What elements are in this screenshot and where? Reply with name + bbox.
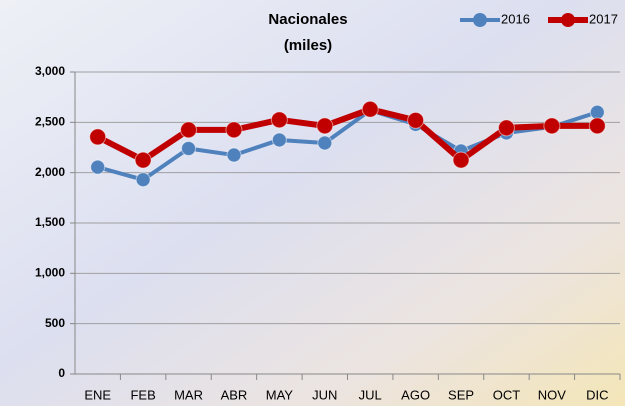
data-point	[271, 112, 287, 128]
data-point	[408, 112, 424, 128]
data-point	[590, 105, 604, 119]
legend-label: 2016	[501, 11, 530, 26]
data-point	[181, 122, 197, 138]
data-point	[90, 129, 106, 145]
x-tick-label: DIC	[586, 387, 608, 402]
legend-marker	[561, 13, 575, 27]
data-point	[272, 133, 286, 147]
data-point	[227, 148, 241, 162]
data-point	[136, 173, 150, 187]
y-tick-label: 2,000	[35, 165, 65, 179]
x-tick-label: SEP	[448, 387, 474, 402]
x-tick-label: FEB	[130, 387, 155, 402]
legend-label: 2017	[589, 11, 618, 26]
data-point	[362, 101, 378, 117]
x-tick-label: MAY	[266, 387, 294, 402]
y-tick-label: 2,500	[35, 115, 65, 129]
data-point	[135, 152, 151, 168]
data-point	[453, 152, 469, 168]
x-tick-label: MAR	[174, 387, 203, 402]
y-tick-label: 1,500	[35, 215, 65, 229]
page: {"chart_data": {"type": "line", "title":…	[0, 0, 625, 406]
data-point	[226, 122, 242, 138]
chart-title: Nacionales	[268, 11, 347, 28]
data-point	[498, 120, 514, 136]
x-tick-label: ABR	[221, 387, 248, 402]
x-tick-label: AGO	[401, 387, 430, 402]
chart: Nacionales (miles) 0 500 1,000 1,500 2,000 2,…	[0, 0, 625, 406]
y-tick-label: 1,000	[35, 266, 65, 280]
legend-marker	[473, 13, 487, 27]
y-tick-label: 3,000	[35, 64, 65, 78]
data-point	[589, 118, 605, 134]
x-tick-label: NOV	[538, 387, 567, 402]
data-point	[91, 160, 105, 174]
x-tick-label: JUL	[359, 387, 382, 402]
data-point	[318, 136, 332, 150]
y-tick-label: 0	[58, 366, 65, 380]
data-point	[182, 142, 196, 156]
chart-subtitle: (miles)	[284, 37, 332, 54]
data-point	[317, 118, 333, 134]
y-tick-label: 500	[45, 316, 65, 330]
data-point	[544, 118, 560, 134]
x-tick-label: OCT	[493, 387, 521, 402]
x-tick-label: ENE	[84, 387, 111, 402]
background	[0, 0, 625, 406]
x-tick-label: JUN	[312, 387, 337, 402]
